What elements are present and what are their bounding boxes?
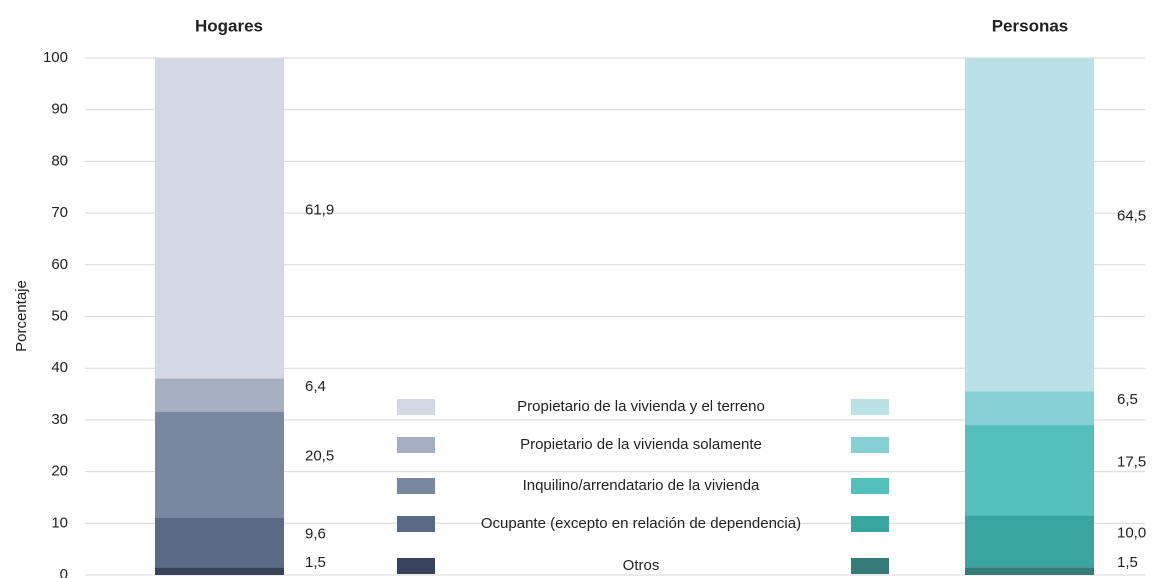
value-label: 9,6 <box>305 525 326 542</box>
y-tick-label: 60 <box>51 256 68 273</box>
category-title: Personas <box>992 16 1069 35</box>
value-label: 10,0 <box>1117 524 1146 541</box>
y-tick-label: 10 <box>51 514 68 531</box>
category-title: Hogares <box>195 16 263 35</box>
legend-swatch <box>851 399 889 415</box>
bar-segment <box>965 425 1094 516</box>
bar-segment <box>155 378 284 412</box>
y-tick-label: 40 <box>51 359 68 376</box>
value-label: 61,9 <box>305 201 334 218</box>
legend-swatch <box>397 399 435 415</box>
y-tick-label: 0 <box>60 566 68 578</box>
bar-segment <box>965 391 1094 426</box>
bar-segment <box>965 515 1094 568</box>
y-tick-label: 20 <box>51 463 68 480</box>
legend-label: Propietario de la vivienda solamente <box>520 436 762 453</box>
y-tick-label: 30 <box>51 411 68 428</box>
legend-swatch <box>851 516 889 532</box>
legend-label: Propietario de la vivienda y el terreno <box>517 398 765 415</box>
value-label: 20,5 <box>305 448 334 465</box>
value-label: 1,5 <box>305 554 326 571</box>
value-label: 6,5 <box>1117 391 1138 408</box>
y-tick-label: 90 <box>51 101 68 118</box>
value-label: 64,5 <box>1117 208 1146 225</box>
y-axis-label: Porcentaje <box>13 280 30 352</box>
y-tick-label: 50 <box>51 307 68 324</box>
bar-segment <box>155 517 284 568</box>
legend-label: Ocupante (excepto en relación de depende… <box>481 515 801 532</box>
bar-segment <box>155 567 284 575</box>
legend-swatch <box>397 516 435 532</box>
value-label: 17,5 <box>1117 453 1146 470</box>
y-tick-label: 70 <box>51 204 68 221</box>
value-label: 6,4 <box>305 378 326 395</box>
y-tick-label: 80 <box>51 152 68 169</box>
value-label: 1,5 <box>1117 554 1138 571</box>
bar-segment <box>155 411 284 518</box>
legend-swatch <box>397 558 435 574</box>
y-tick-label: 100 <box>43 49 68 66</box>
legend-swatch <box>851 558 889 574</box>
legend-swatch <box>851 478 889 494</box>
legend-label: Otros <box>623 557 660 574</box>
legend-label: Inquilino/arrendatario de la vivienda <box>523 477 760 494</box>
bar-segment <box>965 58 1094 392</box>
bar-segment <box>965 567 1094 575</box>
legend-swatch <box>851 437 889 453</box>
legend-swatch <box>397 478 435 494</box>
bar-segment <box>155 58 284 379</box>
legend-swatch <box>397 437 435 453</box>
